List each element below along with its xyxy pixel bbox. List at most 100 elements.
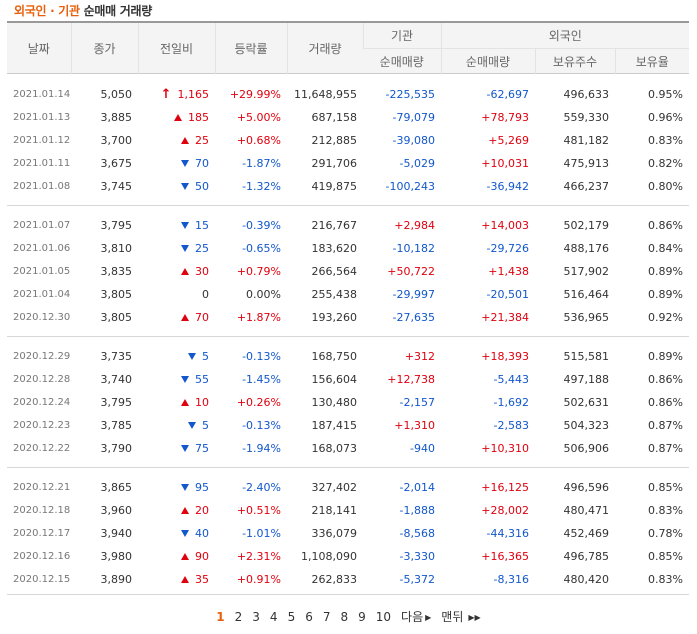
spacer-cell [7, 198, 689, 206]
next-page-link[interactable]: 다음 ▶ [401, 608, 431, 625]
cell-for-net: +28,002 [481, 504, 529, 517]
page-link[interactable]: 8 [340, 610, 349, 624]
change-value: 55 [195, 373, 209, 386]
change-value: 70 [195, 157, 209, 170]
cell-for-net: -5,443 [493, 373, 529, 386]
cell-for-ratio: 0.89% [648, 350, 683, 363]
spacer-row [7, 74, 689, 84]
table-row: 2020.12.23 3,785 5 -0.13% 187,415 +1,310 -2,58… [7, 414, 689, 437]
cell-date: 2021.01.05 [13, 266, 71, 277]
cell-rate: +0.91% [236, 573, 281, 586]
cell-for-net: -20,501 [486, 288, 529, 301]
cell-volume: 168,073 [311, 442, 358, 455]
change-value: 20 [195, 504, 209, 517]
cell-rate: -0.39% [242, 219, 281, 232]
table-row: 2020.12.18 3,960 20 +0.51% 218,141 -1,888 +28,… [7, 499, 689, 522]
cell-inst-net: -5,029 [399, 157, 435, 170]
cell-change: 55 [138, 368, 215, 391]
down-triangle-icon [181, 245, 189, 252]
cell-for-net: +14,003 [481, 219, 529, 232]
cell-for-ratio: 0.87% [648, 419, 683, 432]
cell-rate: +0.26% [236, 396, 281, 409]
cell-for-hold: 475,913 [563, 157, 610, 170]
cell-inst-net: -2,157 [399, 396, 435, 409]
cell-for-hold: 515,581 [563, 350, 610, 363]
page-link[interactable]: 9 [358, 610, 366, 624]
table-row: 2020.12.24 3,795 10 +0.26% 130,480 -2,157 -1,6… [7, 391, 689, 414]
change-value: 0 [202, 288, 209, 301]
page-link-current[interactable]: 1 [216, 610, 225, 624]
cell-inst-net: +12,738 [387, 373, 435, 386]
cell-date: 2021.01.04 [13, 289, 71, 300]
table-row: 2020.12.29 3,735 5 -0.13% 168,750 +312 +18,393… [7, 345, 689, 368]
cell-for-ratio: 0.80% [648, 180, 683, 193]
cell-close: 3,745 [100, 180, 133, 193]
cell-date: 2020.12.16 [13, 551, 71, 562]
cell-for-ratio: 0.78% [648, 527, 683, 540]
change-value: 75 [195, 442, 209, 455]
cell-close: 3,835 [100, 265, 133, 278]
cell-for-hold: 517,902 [563, 265, 610, 278]
cell-rate: +5.00% [236, 111, 281, 124]
down-triangle-icon [188, 422, 196, 429]
cell-rate: -2.40% [242, 481, 281, 494]
caret-right-icon: ▶ [425, 613, 432, 622]
cell-volume: 156,604 [311, 373, 358, 386]
cell-for-ratio: 0.85% [648, 481, 683, 494]
double-caret-right-icon: ▶▶ [468, 613, 481, 622]
cell-for-net: +16,125 [481, 481, 529, 494]
header-date: 날짜 [7, 22, 71, 74]
cell-volume: 419,875 [311, 180, 358, 193]
cell-inst-net: -29,997 [392, 288, 435, 301]
table-row: 2021.01.08 3,745 50 -1.32% 419,875 -100,243 -3… [7, 175, 689, 198]
cell-date: 2020.12.29 [13, 351, 71, 362]
cell-for-net: +16,365 [481, 550, 529, 563]
cell-inst-net: -940 [410, 442, 435, 455]
table-bottom-rule [7, 594, 689, 595]
cell-for-hold: 497,188 [563, 373, 610, 386]
table-row: 2020.12.17 3,940 40 -1.01% 336,079 -8,568 -44,… [7, 522, 689, 545]
table-row: 2021.01.13 3,885 185 +5.00% 687,158 -79,079 +7… [7, 106, 689, 129]
cell-for-ratio: 0.86% [648, 219, 683, 232]
cell-for-hold: 480,471 [563, 504, 610, 517]
change-value: 90 [195, 550, 209, 563]
cell-date: 2021.01.06 [13, 243, 71, 254]
down-triangle-icon [181, 222, 189, 229]
page-link[interactable]: 5 [287, 610, 296, 624]
page-link[interactable]: 2 [234, 610, 243, 624]
spacer-row [7, 206, 689, 215]
cell-rate: +29.99% [229, 88, 281, 101]
cell-rate: +0.68% [236, 134, 281, 147]
cell-for-hold: 466,237 [563, 180, 610, 193]
spacer-row [7, 468, 689, 477]
spacer-cell [7, 74, 689, 84]
last-page-link[interactable]: 맨뒤 ▶▶ [441, 608, 480, 625]
cell-for-net: +1,438 [488, 265, 529, 278]
cell-inst-net: -79,079 [392, 111, 435, 124]
cell-for-net: +10,031 [481, 157, 529, 170]
cell-for-hold: 516,464 [563, 288, 610, 301]
down-triangle-icon [181, 530, 189, 537]
cell-rate: -1.94% [242, 442, 281, 455]
page-link[interactable]: 6 [305, 610, 313, 624]
page-link[interactable]: 10 [375, 610, 392, 624]
page-link[interactable]: 7 [322, 610, 331, 624]
change-value: 15 [195, 219, 209, 232]
change-value: 70 [195, 311, 209, 324]
cell-change: 10 [138, 391, 215, 414]
cell-date: 2021.01.11 [13, 158, 71, 169]
page-link[interactable]: 4 [269, 610, 278, 624]
cell-for-hold: 502,179 [563, 219, 610, 232]
table-row: 2020.12.21 3,865 95 -2.40% 327,402 -2,014 +16,… [7, 476, 689, 499]
change-value: 95 [195, 481, 209, 494]
cell-for-ratio: 0.83% [648, 573, 683, 586]
trading-table: 날짜 종가 전일비 등락률 거래량 기관 외국인 순매매량 순매매량 보유주수 … [7, 21, 689, 591]
cell-change: 35 [138, 568, 215, 591]
cell-rate: -0.65% [242, 242, 281, 255]
cell-change: 30 [138, 260, 215, 283]
cell-date: 2021.01.13 [13, 112, 71, 123]
cell-change: 25 [138, 237, 215, 260]
page-link[interactable]: 3 [252, 610, 260, 624]
cell-date: 2020.12.24 [13, 397, 71, 408]
spacer-cell [7, 206, 689, 215]
